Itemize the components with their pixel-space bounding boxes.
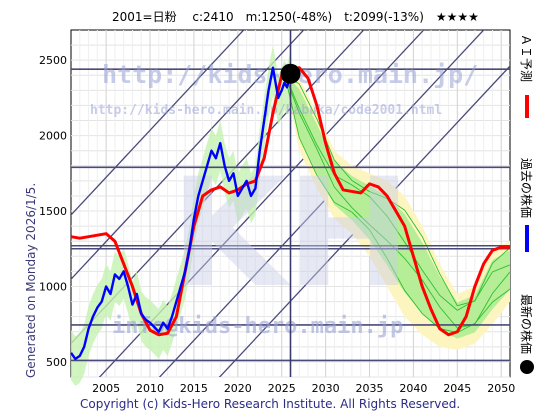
- x-tick-label: 2045: [443, 382, 471, 395]
- chart-header: 2001=日粉 c:2410 m:1250(-48%) t:2099(-13%)…: [112, 10, 479, 24]
- y-tick-labels: 500 1000 1500 2000 2500: [39, 54, 67, 369]
- legend-swatch-latest: [520, 360, 534, 374]
- copyright: Copyright (c) Kids-Hero Research Institu…: [80, 397, 460, 411]
- band-history: [71, 45, 291, 387]
- x-tick-label: 2010: [136, 382, 164, 395]
- x-tick-label: 2050: [487, 382, 515, 395]
- watermark-mail: info@kids-hero.main.jp: [112, 314, 403, 339]
- x-tick-label: 2040: [399, 382, 427, 395]
- diagonal-line: [71, 30, 245, 216]
- x-tick-labels: 2005 2010 2015 2020 2025 2030 2035 2040 2045 2050: [92, 382, 515, 395]
- y-tick-label: 2500: [39, 54, 67, 67]
- latest-price-marker: [280, 63, 301, 84]
- generated-note: Generated on Monday 2026/1/5.: [24, 183, 38, 378]
- y-tick-label: 1000: [39, 280, 67, 293]
- x-tick-label: 2030: [312, 382, 340, 395]
- x-tick-label: 2020: [224, 382, 252, 395]
- legend-label-latest: 最新の株価: [519, 294, 534, 354]
- x-tick-label: 2035: [356, 382, 384, 395]
- x-tick-label: 2005: [92, 382, 120, 395]
- series-line-1: [70, 66, 292, 361]
- y-tick-label: 1500: [39, 205, 67, 218]
- legend-label-ai: ＡＩ予測: [519, 34, 533, 82]
- diagonal-line: [71, 30, 305, 281]
- y-tick-label: 500: [46, 356, 67, 369]
- legend-label-past: 過去の株価: [519, 158, 534, 218]
- x-tick-label: 2015: [180, 382, 208, 395]
- x-tick-label: 2025: [268, 382, 296, 395]
- band-inner: [286, 75, 510, 339]
- y-tick-label: 2000: [39, 130, 67, 143]
